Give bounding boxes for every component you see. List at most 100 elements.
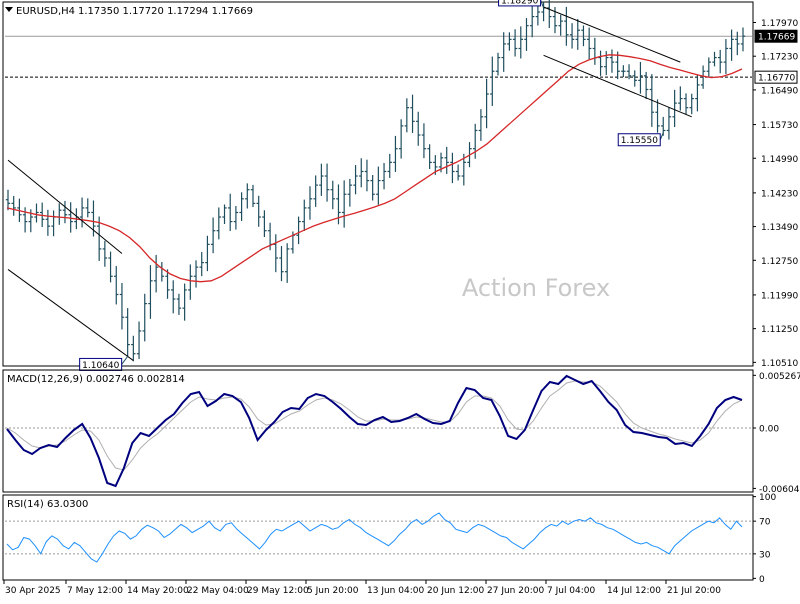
price-panel-frame <box>2 1 754 367</box>
ohlc-bar <box>165 269 170 299</box>
ohlc-bar <box>142 293 147 342</box>
ohlc-bar <box>324 163 330 202</box>
price-panel: EURUSD,H4 1.17350 1.17720 1.17294 1.1766… <box>2 0 798 371</box>
ohlc-bar <box>581 25 586 47</box>
ohlc-bar <box>643 71 649 100</box>
ohlc-bar <box>393 135 398 172</box>
price-callout: 1.15550 <box>617 132 664 147</box>
macd-plot-area <box>5 374 752 488</box>
ohlc-bar <box>529 3 535 38</box>
ohlc-bar <box>5 189 11 211</box>
ohlc-bar <box>507 32 512 51</box>
ohlc-bar <box>512 29 518 57</box>
x-tick-label: 21 Jul 20:00 <box>667 586 721 596</box>
ohlc-bar <box>404 98 410 133</box>
ohlc-bar <box>302 199 307 232</box>
ohlc-bar <box>518 26 523 59</box>
ohlc-bar <box>598 50 603 76</box>
price-label-text: 1.16770 <box>758 74 795 84</box>
ohlc-bar <box>381 162 387 190</box>
rsi-y-tick-label: 100 <box>759 493 776 503</box>
ohlc-bar <box>370 174 375 201</box>
ohlc-bar <box>655 99 660 133</box>
macd-y-tick-label: 0.00 <box>759 425 779 435</box>
price-callouts: 1.18290 1.10640 1.15550 <box>79 0 664 371</box>
ohlc-bar <box>455 164 461 181</box>
ohlc-bar <box>535 3 541 26</box>
price-plot-area <box>5 0 752 362</box>
ohlc-bar <box>171 280 176 314</box>
rsi-panel: RSI(14) 63.0300 100 70 30 0 <box>2 493 776 585</box>
ohlc-bar <box>626 64 632 80</box>
price-callout-label: 1.15550 <box>621 136 658 146</box>
price-callout-box <box>498 0 542 7</box>
ohlc-bar <box>718 49 723 74</box>
trendline-jul-channel-lower <box>543 54 692 118</box>
ohlc-bar <box>689 93 694 115</box>
ohlc-bar <box>233 206 239 230</box>
ohlc-bar <box>638 61 643 94</box>
price-y-tick-label: 1.16490 <box>761 86 798 96</box>
ohlc-bar <box>444 146 449 174</box>
trendline-jul-channel-upper <box>543 6 681 63</box>
macd-line <box>6 374 743 488</box>
price-label: 1.16770 <box>754 70 798 84</box>
ohlc-bar <box>490 56 495 107</box>
symbol-menu-triangle-icon[interactable] <box>5 7 13 12</box>
trendline-may-channel-upper <box>7 159 123 254</box>
ohlc-bar <box>353 165 358 195</box>
price-labels: 1.17669 1.16770 <box>754 29 798 84</box>
price-callout-label: 1.18290 <box>501 0 538 6</box>
ohlc-bar <box>96 216 102 261</box>
ohlc-bar <box>330 180 335 210</box>
price-y-tick-label: 1.12750 <box>761 257 798 267</box>
ohlc-bar <box>68 202 73 233</box>
ohlc-bar <box>376 166 381 205</box>
ohlc-bar <box>398 119 404 159</box>
macd-panel: MACD(12,26,9) 0.002746 0.002814 0.005267… <box>2 369 800 495</box>
rsi-plot-area <box>5 512 752 563</box>
ohlc-bar <box>416 111 421 146</box>
x-tick-label: 14 May 20:00 <box>127 586 189 596</box>
ohlc-bar <box>193 260 199 288</box>
x-tick-label: 5 Jun 20:00 <box>307 586 359 596</box>
ohlc-bar <box>182 283 187 321</box>
ohlc-bar <box>34 203 39 223</box>
price-label-box <box>754 70 798 84</box>
ohlc-bar <box>615 51 620 80</box>
macd-y-tick-label: -0.00604 <box>759 485 800 495</box>
ohlc-bar <box>558 14 563 36</box>
ohlc-bar <box>176 293 182 315</box>
ohlc-bar <box>421 123 427 159</box>
ohlc-bar <box>473 123 478 159</box>
rsi-title: RSI(14) 63.0300 <box>7 499 88 510</box>
ohlc-bar <box>621 65 626 78</box>
macd-title: MACD(12,26,9) 0.002746 0.002814 <box>7 374 185 385</box>
price-callout-leader <box>121 356 129 365</box>
price-y-tick-label: 1.11250 <box>761 325 798 335</box>
rsi-panel-frame <box>2 494 754 581</box>
ohlc-bar <box>313 175 318 207</box>
ohlc-bar <box>427 144 432 169</box>
ohlc-bar <box>153 254 159 293</box>
ohlc-bar <box>341 180 347 228</box>
ohlc-bar <box>683 93 689 115</box>
x-tick-label: 14 Jul 12:00 <box>607 586 661 596</box>
price-label: 1.17669 <box>754 29 798 43</box>
macd-panel-frame <box>2 369 754 493</box>
ohlc-bar <box>125 308 130 357</box>
ohlc-bar <box>296 216 301 245</box>
ohlc-bar <box>228 193 233 231</box>
ohlc-bar <box>735 31 740 56</box>
ohlc-bar <box>319 163 324 196</box>
price-y-tick-label: 1.14230 <box>761 189 798 199</box>
ohlc-bar <box>131 335 136 362</box>
ohlc-bar <box>284 243 290 283</box>
watermark: Action Forex <box>462 274 610 302</box>
ohlc-bar <box>632 70 637 87</box>
ohlc-bar <box>199 251 204 277</box>
price-label-text: 1.17669 <box>758 33 795 43</box>
